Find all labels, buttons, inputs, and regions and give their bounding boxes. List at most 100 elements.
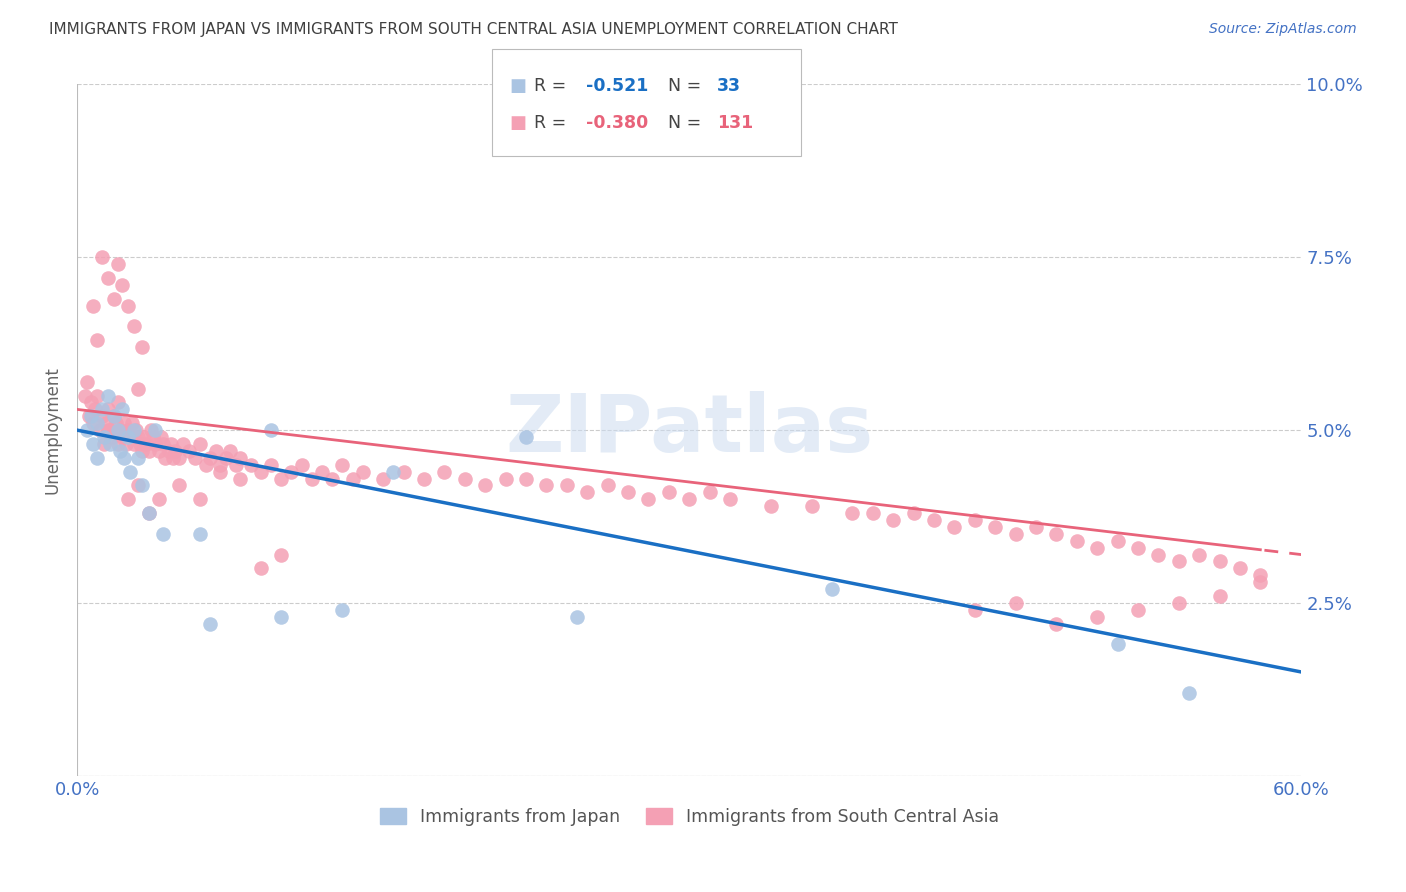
Point — [596, 478, 619, 492]
Point — [120, 430, 142, 444]
Point — [188, 492, 211, 507]
Point — [984, 520, 1007, 534]
Point — [188, 526, 211, 541]
Point — [82, 299, 104, 313]
Point — [101, 430, 124, 444]
Point — [495, 471, 517, 485]
Point — [120, 465, 142, 479]
Point — [127, 478, 149, 492]
Point — [160, 437, 183, 451]
Point — [208, 458, 231, 472]
Point — [903, 506, 925, 520]
Point — [167, 450, 190, 465]
Point — [555, 478, 578, 492]
Point — [219, 443, 242, 458]
Point — [1178, 686, 1201, 700]
Point — [1066, 533, 1088, 548]
Point — [172, 437, 194, 451]
Point — [882, 513, 904, 527]
Point — [86, 416, 108, 430]
Point — [129, 437, 152, 451]
Point — [194, 458, 217, 472]
Point — [82, 416, 104, 430]
Point — [90, 409, 112, 424]
Point — [98, 437, 121, 451]
Point — [229, 471, 252, 485]
Point — [718, 492, 741, 507]
Point — [143, 437, 166, 451]
Point — [382, 465, 405, 479]
Point — [138, 506, 160, 520]
Point — [122, 319, 145, 334]
Legend: Immigrants from Japan, Immigrants from South Central Asia: Immigrants from Japan, Immigrants from S… — [373, 801, 1005, 833]
Point — [342, 471, 364, 485]
Point — [125, 423, 148, 437]
Point — [963, 603, 986, 617]
Point — [90, 250, 112, 264]
Point — [311, 465, 333, 479]
Point — [208, 465, 231, 479]
Point — [800, 499, 823, 513]
Point — [117, 299, 139, 313]
Point — [148, 443, 170, 458]
Point — [1229, 561, 1251, 575]
Text: Source: ZipAtlas.com: Source: ZipAtlas.com — [1209, 22, 1357, 37]
Point — [104, 416, 127, 430]
Point — [699, 485, 721, 500]
Text: R =: R = — [534, 77, 567, 95]
Point — [93, 430, 115, 444]
Point — [330, 603, 353, 617]
Point — [82, 437, 104, 451]
Point — [198, 450, 221, 465]
Point — [1045, 616, 1067, 631]
Text: ■: ■ — [509, 114, 526, 132]
Point — [97, 271, 120, 285]
Point — [515, 430, 537, 444]
Point — [127, 450, 149, 465]
Point — [963, 513, 986, 527]
Y-axis label: Unemployment: Unemployment — [44, 367, 60, 494]
Point — [536, 478, 558, 492]
Point — [76, 375, 98, 389]
Point — [515, 471, 537, 485]
Point — [1167, 596, 1189, 610]
Point — [148, 492, 170, 507]
Point — [1249, 568, 1271, 582]
Point — [1085, 609, 1108, 624]
Point — [135, 437, 157, 451]
Point — [103, 292, 125, 306]
Text: ■: ■ — [509, 77, 526, 95]
Point — [229, 450, 252, 465]
Point — [157, 443, 180, 458]
Point — [198, 616, 221, 631]
Point — [249, 561, 271, 575]
Point — [1107, 533, 1129, 548]
Point — [239, 458, 262, 472]
Point — [153, 450, 176, 465]
Point — [149, 430, 172, 444]
Point — [225, 458, 247, 472]
Point — [658, 485, 681, 500]
Point — [1208, 589, 1230, 603]
Point — [94, 416, 117, 430]
Text: R =: R = — [534, 114, 567, 132]
Point — [108, 423, 131, 437]
Point — [205, 443, 228, 458]
Point — [1208, 554, 1230, 568]
Point — [260, 423, 283, 437]
Point — [108, 443, 131, 458]
Point — [1004, 596, 1026, 610]
Point — [167, 478, 190, 492]
Point — [122, 437, 145, 451]
Point — [454, 471, 477, 485]
Text: -0.380: -0.380 — [586, 114, 648, 132]
Point — [433, 465, 456, 479]
Point — [1126, 603, 1149, 617]
Point — [131, 443, 153, 458]
Text: 131: 131 — [717, 114, 754, 132]
Point — [80, 409, 103, 424]
Point — [1107, 637, 1129, 651]
Point — [139, 423, 162, 437]
Point — [152, 437, 174, 451]
Point — [90, 402, 112, 417]
